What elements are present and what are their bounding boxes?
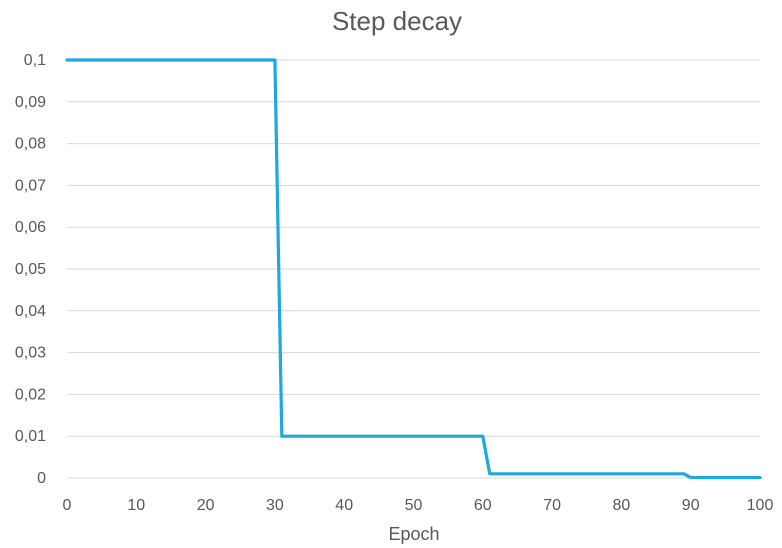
x-tick-label: 30: [266, 497, 284, 514]
y-tick-label: 0,01: [15, 428, 46, 445]
x-tick-label: 100: [747, 497, 774, 514]
series-line: [65, 58, 762, 480]
y-tick-label: 0,08: [15, 136, 46, 153]
y-axis-ticks: 0 0,01 0,02 0,03 0,04 0,05 0,06 0,07 0,08 0,09 0,1: [15, 52, 46, 487]
y-tick-label: 0,1: [24, 52, 46, 69]
x-tick-label: 20: [197, 497, 215, 514]
x-tick-label: 70: [543, 497, 561, 514]
y-tick-label: 0,02: [15, 386, 46, 403]
y-tick-label: 0,07: [15, 177, 46, 194]
gridlines: [67, 59, 760, 479]
series-layer: [65, 58, 762, 480]
x-tick-label: 10: [127, 497, 145, 514]
y-tick-label: 0,04: [15, 303, 46, 320]
x-tick-label: 50: [405, 497, 423, 514]
y-tick-label: 0,05: [15, 261, 46, 278]
x-tick-label: 90: [682, 497, 700, 514]
y-tick-label: 0,03: [15, 345, 46, 362]
y-tick-label: 0,09: [15, 94, 46, 111]
chart-title: Step decay: [332, 6, 462, 36]
x-tick-label: 40: [335, 497, 353, 514]
x-axis-label: Epoch: [388, 524, 439, 544]
y-tick-label: 0,06: [15, 219, 46, 236]
x-tick-label: 80: [613, 497, 631, 514]
x-axis-ticks: 0 10 20 30 40 50 60 70 80 90 100: [63, 497, 774, 514]
x-tick-label: 0: [63, 497, 72, 514]
y-tick-label: 0: [37, 470, 46, 487]
x-tick-label: 60: [474, 497, 492, 514]
